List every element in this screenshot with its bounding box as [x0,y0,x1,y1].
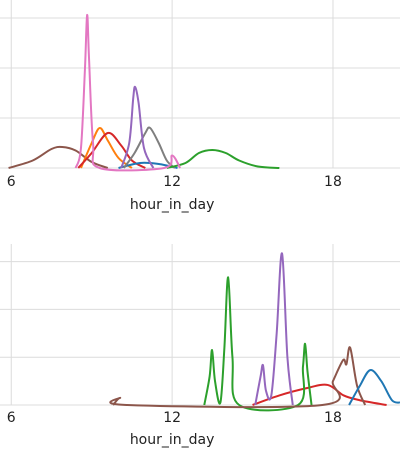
density-line [348,369,400,406]
density-line [252,383,387,406]
x-tick-label: 12 [163,174,181,190]
density-line [120,85,155,169]
density-line [254,252,294,406]
x-tick-label: 6 [7,174,16,190]
density-line [166,148,280,169]
density-line [123,126,176,169]
x-tick-label: 18 [324,410,342,426]
x-axis-title: hour_in_day [130,197,215,213]
density-line [74,13,182,172]
x-axis-title: hour_in_day [130,432,215,448]
density-line [80,127,133,169]
density-line [203,276,313,412]
x-tick-label: 12 [163,410,181,426]
density-line [8,145,109,169]
x-tick-label: 6 [7,410,16,426]
density-line [109,346,367,409]
x-tick-label: 18 [324,174,342,190]
density-line [77,131,146,169]
